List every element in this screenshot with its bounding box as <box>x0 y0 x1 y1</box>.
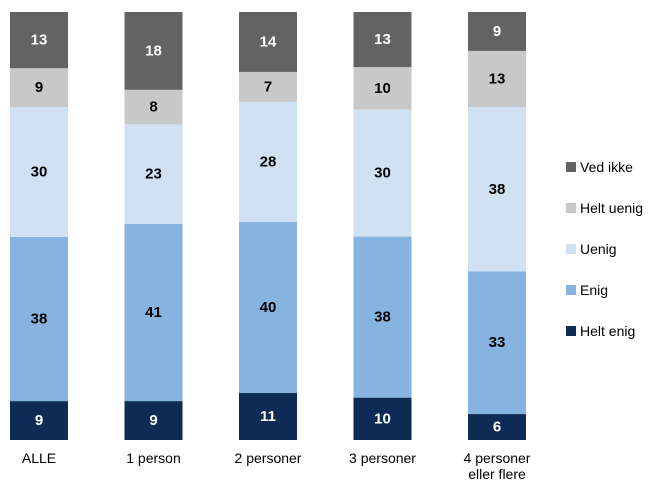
legend: Ved ikke Helt uenig Uenig Enig Helt enig <box>566 159 643 339</box>
legend-swatch-enig <box>566 285 576 295</box>
bars-group: 9 38 30 9 13 9 41 23 8 18 11 40 28 7 14 10 38 30 10 13 6 33 38… <box>10 12 526 440</box>
data-label-alle-enig: 38 <box>31 310 48 327</box>
data-label-1-person-enig: 41 <box>145 304 162 321</box>
data-label-3-personer-helt-enig: 10 <box>374 410 391 427</box>
legend-label-helt-uenig: Helt uenig <box>580 200 643 216</box>
data-label-1-person-uenig: 23 <box>145 166 162 183</box>
data-label-2-personer-enig: 40 <box>260 299 277 316</box>
bar-segment-alle-uenig <box>10 107 68 237</box>
category-labels: ALLE 1 person 2 personer 3 personer 4 person… <box>22 450 531 481</box>
category-label-2-personer: 2 personer <box>235 450 302 466</box>
bar-segment-3-personer-helt-uenig <box>353 67 412 110</box>
bar-segment-2-personer-enig <box>239 221 297 393</box>
bar-segment-2-personer-helt-uenig <box>239 71 297 102</box>
bar-segment-1-person-ved-ikke <box>124 12 183 90</box>
data-label-1-person-helt-uenig: 8 <box>149 99 157 116</box>
data-label-1-person-ved-ikke: 18 <box>145 42 162 59</box>
bar-segment-alle-helt-uenig <box>10 68 68 108</box>
bar-segment-1-person-enig <box>124 223 183 402</box>
data-label-2-personer-ved-ikke: 14 <box>260 33 277 50</box>
bar-segment-2-personer-ved-ikke <box>239 12 297 72</box>
legend-swatch-helt-enig <box>566 326 576 336</box>
bar-segment-4-personer-eller-flere-helt-uenig <box>468 50 526 108</box>
bar-segment-alle-enig <box>10 236 68 402</box>
data-label-2-personer-helt-uenig: 7 <box>264 78 272 95</box>
legend-label-enig: Enig <box>580 282 608 298</box>
data-label-alle-helt-enig: 9 <box>35 412 43 429</box>
bar-segment-2-personer-uenig <box>239 101 297 222</box>
data-label-2-personer-uenig: 28 <box>260 153 277 170</box>
data-label-1-person-helt-enig: 9 <box>149 412 157 429</box>
category-label-3-personer: 3 personer <box>349 450 416 466</box>
legend-label-uenig: Uenig <box>580 241 617 257</box>
bar-segment-4-personer-eller-flere-enig <box>468 271 526 415</box>
bar-segment-alle-ved-ikke <box>10 12 68 69</box>
data-label-2-personer-helt-enig: 11 <box>260 408 276 425</box>
bar-segment-1-person-helt-uenig <box>124 89 183 125</box>
bar-segment-3-personer-helt-enig <box>353 397 412 440</box>
legend-swatch-uenig <box>566 244 576 254</box>
data-label-3-personer-ved-ikke: 13 <box>374 31 391 48</box>
bar-segment-3-personer-ved-ikke <box>353 12 412 68</box>
bar-segment-alle-helt-enig <box>10 401 68 440</box>
bar-segment-3-personer-uenig <box>353 109 412 237</box>
data-label-4-personer-eller-flere-uenig: 38 <box>489 181 506 198</box>
bar-segment-4-personer-eller-flere-ved-ikke <box>468 12 526 51</box>
bar-segment-1-person-helt-enig <box>124 401 183 440</box>
category-label-4-personer-eller-flere: 4 personer eller flere <box>464 450 531 481</box>
data-label-alle-uenig: 30 <box>31 163 48 180</box>
data-label-4-personer-eller-flere-ved-ikke: 9 <box>493 23 501 40</box>
bar-segment-3-personer-enig <box>353 236 412 398</box>
bar-segment-4-personer-eller-flere-uenig <box>468 107 526 272</box>
bar-segment-2-personer-helt-enig <box>239 392 297 440</box>
legend-label-helt-enig: Helt enig <box>580 323 635 339</box>
category-label-alle: ALLE <box>22 450 56 466</box>
category-label-1-person: 1 person <box>126 450 180 466</box>
data-label-3-personer-uenig: 30 <box>374 165 391 182</box>
legend-label-ved-ikke: Ved ikke <box>580 159 633 175</box>
data-label-alle-ved-ikke: 13 <box>31 32 48 49</box>
data-label-4-personer-eller-flere-helt-uenig: 13 <box>489 71 506 88</box>
legend-swatch-helt-uenig <box>566 203 576 213</box>
data-label-3-personer-helt-uenig: 10 <box>374 80 391 97</box>
data-label-4-personer-eller-flere-enig: 33 <box>489 334 506 351</box>
data-label-3-personer-enig: 38 <box>374 309 391 326</box>
bar-segment-1-person-uenig <box>124 124 183 224</box>
bar-segment-4-personer-eller-flere-helt-enig <box>468 414 526 440</box>
data-label-alle-helt-uenig: 9 <box>35 79 43 96</box>
legend-swatch-ved-ikke <box>566 162 576 172</box>
data-label-4-personer-eller-flere-helt-enig: 6 <box>493 419 501 436</box>
